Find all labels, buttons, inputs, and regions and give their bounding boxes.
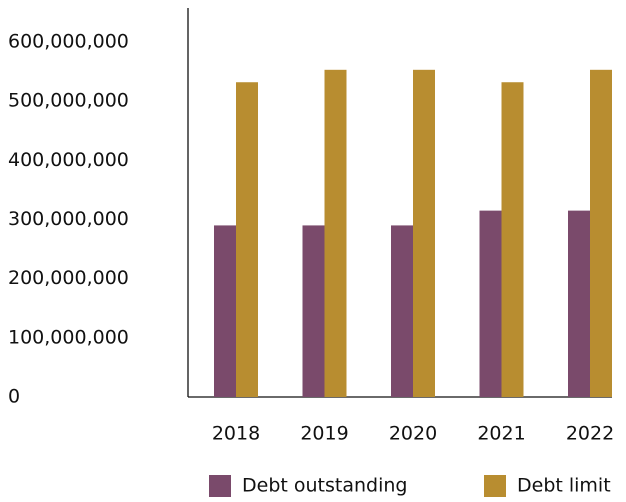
bar-2018-debt-outstanding (214, 225, 236, 397)
bar-2018-debt-limit (236, 82, 258, 397)
y-tick-label: 400,000,000 (8, 149, 129, 171)
legend-label: Debt outstanding (242, 475, 407, 497)
legend-swatch (209, 475, 231, 497)
y-tick-label: 200,000,000 (8, 267, 129, 289)
legend-label: Debt limit (517, 475, 611, 497)
bar-2020-debt-outstanding (391, 225, 413, 397)
bar-2022-debt-limit (590, 69, 612, 397)
x-tick-label: 2019 (300, 423, 348, 445)
bars (214, 69, 612, 397)
bar-2021-debt-limit (501, 82, 524, 397)
x-tick-label: 2020 (389, 423, 437, 445)
bar-2022-debt-outstanding (568, 210, 590, 397)
x-tick-label: 2018 (212, 423, 260, 445)
y-tick-label: 500,000,000 (8, 90, 129, 112)
x-tick-label: 2022 (566, 423, 614, 445)
y-tick-label: 600,000,000 (8, 31, 129, 53)
x-axis-tick-labels: 2018 2019 2020 2021 2022 (212, 423, 614, 445)
y-tick-label: 0 (8, 386, 20, 408)
bar-2020-debt-limit (413, 69, 435, 397)
bar-2019-debt-limit (324, 69, 347, 397)
y-tick-label: 300,000,000 (8, 208, 129, 230)
bar-2021-debt-outstanding (479, 210, 502, 397)
x-tick-label: 2021 (477, 423, 525, 445)
legend: Debt outstanding Debt limit (209, 475, 611, 497)
bar-2019-debt-outstanding (302, 225, 325, 397)
y-tick-label: 100,000,000 (8, 326, 129, 348)
y-axis-tick-labels: 0 100,000,000 200,000,000 300,000,000 400,00… (8, 31, 129, 408)
legend-swatch (484, 475, 506, 497)
